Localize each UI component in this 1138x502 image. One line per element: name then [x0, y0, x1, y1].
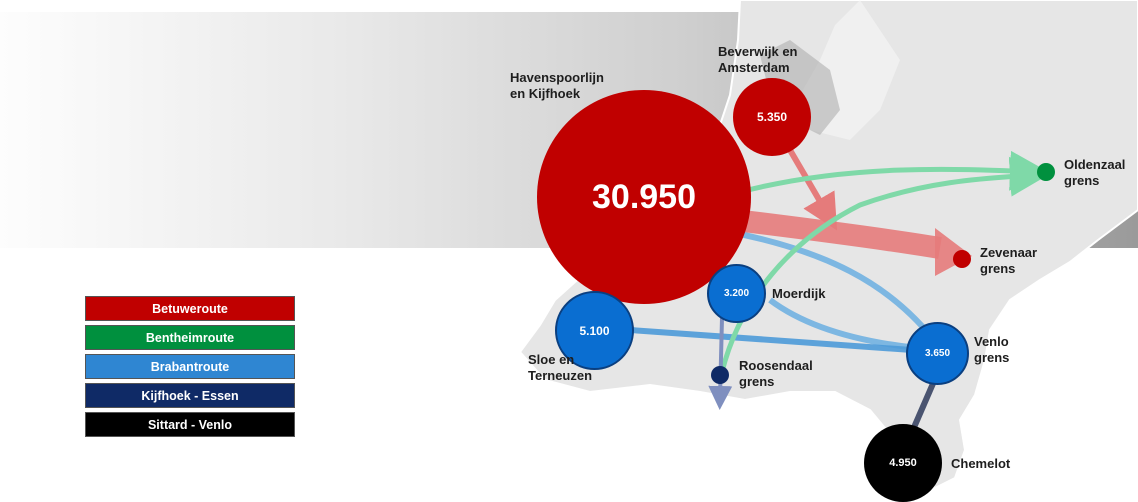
route-betuwe-main [733, 209, 942, 259]
node-moerdijk: 3.200 [707, 264, 766, 323]
label-line: Havenspoorlijn en Kijfhoek [510, 70, 604, 101]
node-value: 5.100 [579, 323, 610, 338]
legend: Betuweroute Bentheimroute Brabantroute K… [85, 296, 295, 441]
node-oldenzaal [1037, 163, 1055, 181]
node-roosendaal [711, 366, 729, 384]
node-beverwijk: 5.350 [733, 78, 811, 156]
legend-label: Betuweroute [152, 301, 228, 316]
label-line: Venlo grens [974, 334, 1010, 365]
node-value: 3.650 [924, 348, 951, 359]
label-roosendaal: Roosendaal grens [739, 358, 813, 390]
legend-item-bentheimroute: Bentheimroute [85, 325, 295, 350]
legend-label: Sittard - Venlo [147, 417, 233, 432]
legend-item-brabantroute: Brabantroute [85, 354, 295, 379]
label-sloe: Sloe en Terneuzen [528, 352, 592, 384]
node-sloe: 5.100 [555, 291, 634, 370]
node-value: 30.950 [592, 177, 696, 216]
label-chemelot: Chemelot [951, 456, 1010, 472]
label-line: Oldenzaal grens [1064, 157, 1126, 188]
label-line: Chemelot [951, 456, 1011, 471]
node-value: 3.200 [723, 288, 750, 299]
label-line: Sloe en Terneuzen [528, 352, 593, 383]
route-betuwe-beverwijk [787, 148, 838, 231]
legend-item-kijfhoek-essen: Kijfhoek - Essen [85, 383, 295, 408]
node-chemelot: 4.950 [864, 424, 942, 502]
label-line: Roosendaal grens [739, 358, 813, 389]
legend-label: Bentheimroute [145, 330, 235, 345]
label-moerdijk: Moerdijk [772, 286, 825, 302]
node-venlo: 3.650 [906, 322, 969, 385]
label-venlo: Venlo grens [974, 334, 1009, 366]
node-value: 5.350 [756, 110, 788, 124]
label-line: Zevenaar grens [980, 245, 1038, 276]
node-zevenaar [953, 250, 971, 268]
legend-item-sittard-venlo: Sittard - Venlo [85, 412, 295, 437]
label-line: Moerdijk [772, 286, 826, 301]
legend-item-betuweroute: Betuweroute [85, 296, 295, 321]
legend-label: Kijfhoek - Essen [141, 388, 239, 403]
label-zevenaar: Zevenaar grens [980, 245, 1037, 277]
label-oldenzaal: Oldenzaal grens [1064, 157, 1125, 189]
node-havenspoorlijn: 30.950 [537, 90, 751, 304]
route-bentheim-upper [747, 150, 1050, 193]
node-value: 4.950 [889, 457, 917, 469]
label-beverwijk: Beverwijk en Amsterdam [718, 44, 798, 76]
label-havenspoorlijn: Havenspoorlijn en Kijfhoek [510, 70, 604, 102]
coast-shape [760, 40, 840, 135]
route-kijfhoek-essen [708, 317, 733, 410]
route-brabant-main-venlo [729, 229, 943, 350]
label-line: Beverwijk en Amsterdam [718, 44, 798, 75]
legend-label: Brabantroute [150, 359, 230, 374]
route-betuwe-main-head [935, 228, 972, 276]
route-brabant-sloe-venlo [629, 327, 941, 355]
